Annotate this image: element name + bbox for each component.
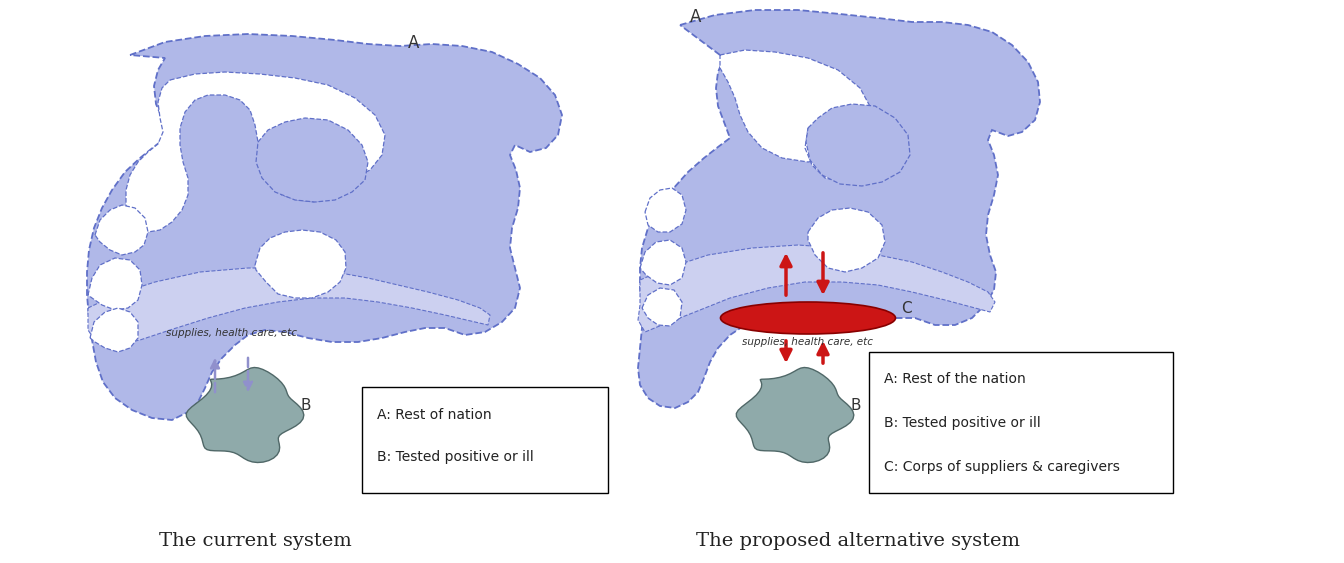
Ellipse shape <box>720 302 895 334</box>
Polygon shape <box>90 308 138 352</box>
Polygon shape <box>126 72 384 232</box>
Text: supplies, health care, etc: supplies, health care, etc <box>167 328 297 338</box>
Text: A: Rest of the nation: A: Rest of the nation <box>884 372 1025 386</box>
Text: B: B <box>849 398 860 413</box>
Polygon shape <box>95 205 148 255</box>
Text: A: A <box>689 8 702 26</box>
Polygon shape <box>638 245 995 332</box>
Polygon shape <box>645 188 685 232</box>
Polygon shape <box>720 50 872 162</box>
Polygon shape <box>737 368 853 463</box>
FancyBboxPatch shape <box>362 387 607 493</box>
Text: supplies, health care, etc: supplies, health care, etc <box>742 337 874 347</box>
Polygon shape <box>255 118 368 202</box>
Text: B: Tested positive or ill: B: Tested positive or ill <box>884 416 1040 430</box>
Polygon shape <box>87 258 142 310</box>
Polygon shape <box>805 112 892 182</box>
Polygon shape <box>808 208 884 272</box>
Text: B: Tested positive or ill: B: Tested positive or ill <box>378 450 534 464</box>
Polygon shape <box>255 230 345 298</box>
FancyBboxPatch shape <box>870 352 1173 493</box>
Text: C: C <box>900 301 911 316</box>
Polygon shape <box>187 368 304 463</box>
Polygon shape <box>87 34 562 420</box>
Polygon shape <box>806 104 910 186</box>
Text: The current system: The current system <box>159 532 351 550</box>
Text: C: Corps of suppliers & caregivers: C: Corps of suppliers & caregivers <box>884 460 1120 474</box>
Text: B: B <box>300 398 310 413</box>
Polygon shape <box>259 125 360 202</box>
Text: A: A <box>409 34 419 52</box>
Text: The proposed alternative system: The proposed alternative system <box>696 532 1020 550</box>
Polygon shape <box>640 240 685 285</box>
Text: A: Rest of nation: A: Rest of nation <box>378 408 492 422</box>
Polygon shape <box>638 10 1040 408</box>
Polygon shape <box>642 288 681 326</box>
Polygon shape <box>87 268 491 345</box>
